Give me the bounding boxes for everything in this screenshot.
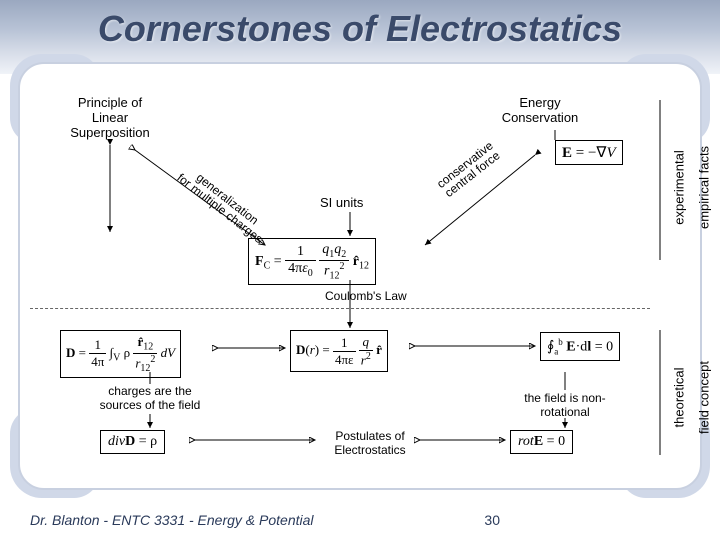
page-number: 30 [484, 512, 500, 528]
eq-rot-e: rotE = 0 [510, 430, 573, 454]
label-energy: EnergyConservation [490, 96, 590, 126]
eq-e-gradv: E = −∇V [555, 140, 623, 165]
label-empirical: empirical facts [698, 137, 713, 237]
label-nonrotational: the field is non-rotational [505, 392, 625, 420]
eq-fc: FC = 1 4πε0 q1q2 r122 r̂12 [248, 238, 376, 285]
page-title: Cornerstones of Electrostatics [0, 8, 720, 50]
label-postulates: Postulates ofElectrostatics [320, 430, 420, 458]
eq-circ-e: ∮ab E·dl = 0 [540, 332, 620, 361]
divider-dashed [30, 308, 650, 309]
eq-d-integral: D = 1 4π ∫V ρ r̂12 r122 dV [60, 330, 181, 378]
label-superposition: Principle ofLinearSuperposition [60, 96, 160, 141]
label-theoretical: theoretical [673, 347, 688, 447]
footer-text: Dr. Blanton - ENTC 3331 - Energy & Poten… [30, 512, 314, 528]
label-field-concept: field concept [698, 347, 713, 447]
label-coulomb: Coulomb's Law [325, 290, 407, 304]
label-si-units: SI units [320, 196, 363, 211]
eq-d-field: D(r) = 1 4πε q r2 r̂ [290, 330, 388, 372]
eq-div-d: divD = ρ [100, 430, 165, 454]
label-experimental: experimental [673, 137, 688, 237]
label-charges-sources: charges are thesources of the field [80, 385, 220, 413]
